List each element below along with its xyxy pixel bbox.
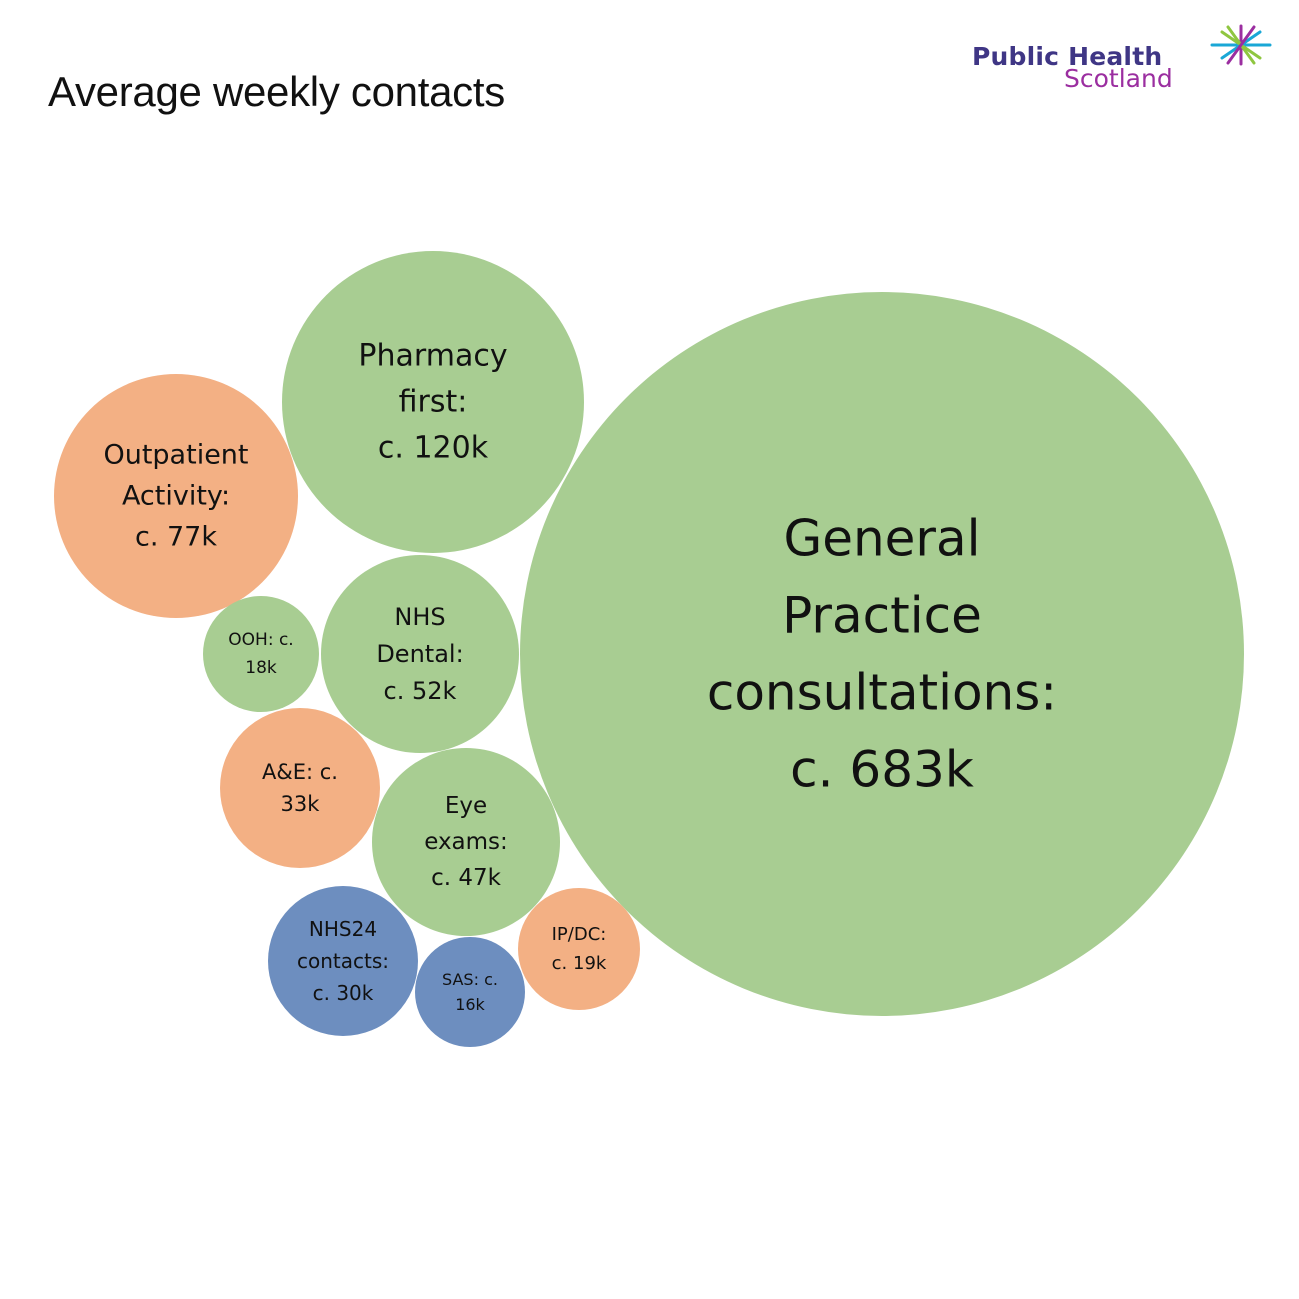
- bubble-nhs24-contacts: NHS24 contacts: c. 30k: [268, 886, 418, 1036]
- chart-title: Average weekly contacts: [48, 68, 505, 115]
- bubble-circle-ooh: [203, 596, 319, 712]
- bubble-nhs-dental: NHS Dental: c. 52k: [321, 555, 519, 753]
- bubble-circle-eye-exams: [372, 748, 560, 936]
- bubble-circle-ip-dc: [518, 888, 640, 1010]
- bubble-label-outpatient-activity: Activity:: [122, 481, 230, 512]
- bubble-label-nhs-dental: c. 52k: [384, 677, 457, 705]
- bubble-circle-pharmacy-first: [282, 251, 584, 553]
- bubble-circle-sas: [415, 937, 525, 1047]
- bubble-label-sas: 16k: [455, 995, 485, 1014]
- bubble-label-pharmacy-first: Pharmacy: [358, 339, 507, 374]
- bubble-label-outpatient-activity: Outpatient: [103, 440, 248, 471]
- bubble-label-nhs24-contacts: c. 30k: [313, 981, 374, 1005]
- logo-text-line1: Public Health: [972, 42, 1163, 71]
- bubble-label-general-practice-consultations: consultations:: [707, 664, 1057, 722]
- bubble-a-e: A&E: c. 33k: [220, 708, 380, 868]
- bubble-circle-outpatient-activity: [54, 374, 298, 618]
- bubble-sas: SAS: c. 16k: [415, 937, 525, 1047]
- bubble-label-general-practice-consultations: Practice: [782, 587, 982, 645]
- bubble-label-eye-exams: exams:: [424, 829, 508, 855]
- public-health-scotland-logo: Public Health Scotland: [968, 24, 1278, 96]
- bubble-label-nhs24-contacts: contacts:: [297, 949, 389, 973]
- bubble-ooh: OOH: c. 18k: [203, 596, 319, 712]
- bubble-label-ip-dc: IP/DC:: [552, 924, 607, 945]
- bubble-label-a-e: A&E: c.: [262, 760, 338, 784]
- logo-text-line2: Scotland: [1064, 64, 1173, 93]
- bubble-circle-general-practice-consultations: [520, 292, 1244, 1016]
- bubble-label-nhs24-contacts: NHS24: [309, 917, 377, 941]
- bubble-label-outpatient-activity: c. 77k: [135, 522, 217, 553]
- bubble-label-nhs-dental: NHS: [394, 603, 445, 631]
- bubble-circle-a-e: [220, 708, 380, 868]
- bubble-label-eye-exams: Eye: [445, 793, 487, 819]
- bubble-label-eye-exams: c. 47k: [431, 865, 502, 891]
- bubble-eye-exams: Eye exams: c. 47k: [372, 748, 560, 936]
- bubble-circle-nhs-dental: [321, 555, 519, 753]
- bubble-ip-dc: IP/DC: c. 19k: [518, 888, 640, 1010]
- bubble-label-pharmacy-first: c. 120k: [378, 431, 489, 466]
- bubble-outpatient-activity: Outpatient Activity: c. 77k: [54, 374, 298, 618]
- bubble-label-sas: SAS: c.: [442, 970, 498, 989]
- bubble-label-nhs-dental: Dental:: [376, 640, 463, 668]
- bubble-pharmacy-first: Pharmacy first: c. 120k: [282, 251, 584, 553]
- bubble-label-general-practice-consultations: c. 683k: [790, 741, 974, 799]
- bubble-label-ooh: OOH: c.: [228, 630, 293, 650]
- bubble-label-ooh: 18k: [245, 658, 277, 678]
- logo-star-icon: [1210, 24, 1272, 66]
- bubble-label-ip-dc: c. 19k: [552, 953, 607, 974]
- bubble-general-practice-consultations: General Practice consultations: c. 683k: [520, 292, 1244, 1016]
- bubble-circle-nhs24-contacts: [268, 886, 418, 1036]
- bubble-label-general-practice-consultations: General: [783, 510, 980, 568]
- bubble-label-a-e: 33k: [281, 792, 321, 816]
- bubble-label-pharmacy-first: first:: [399, 385, 468, 420]
